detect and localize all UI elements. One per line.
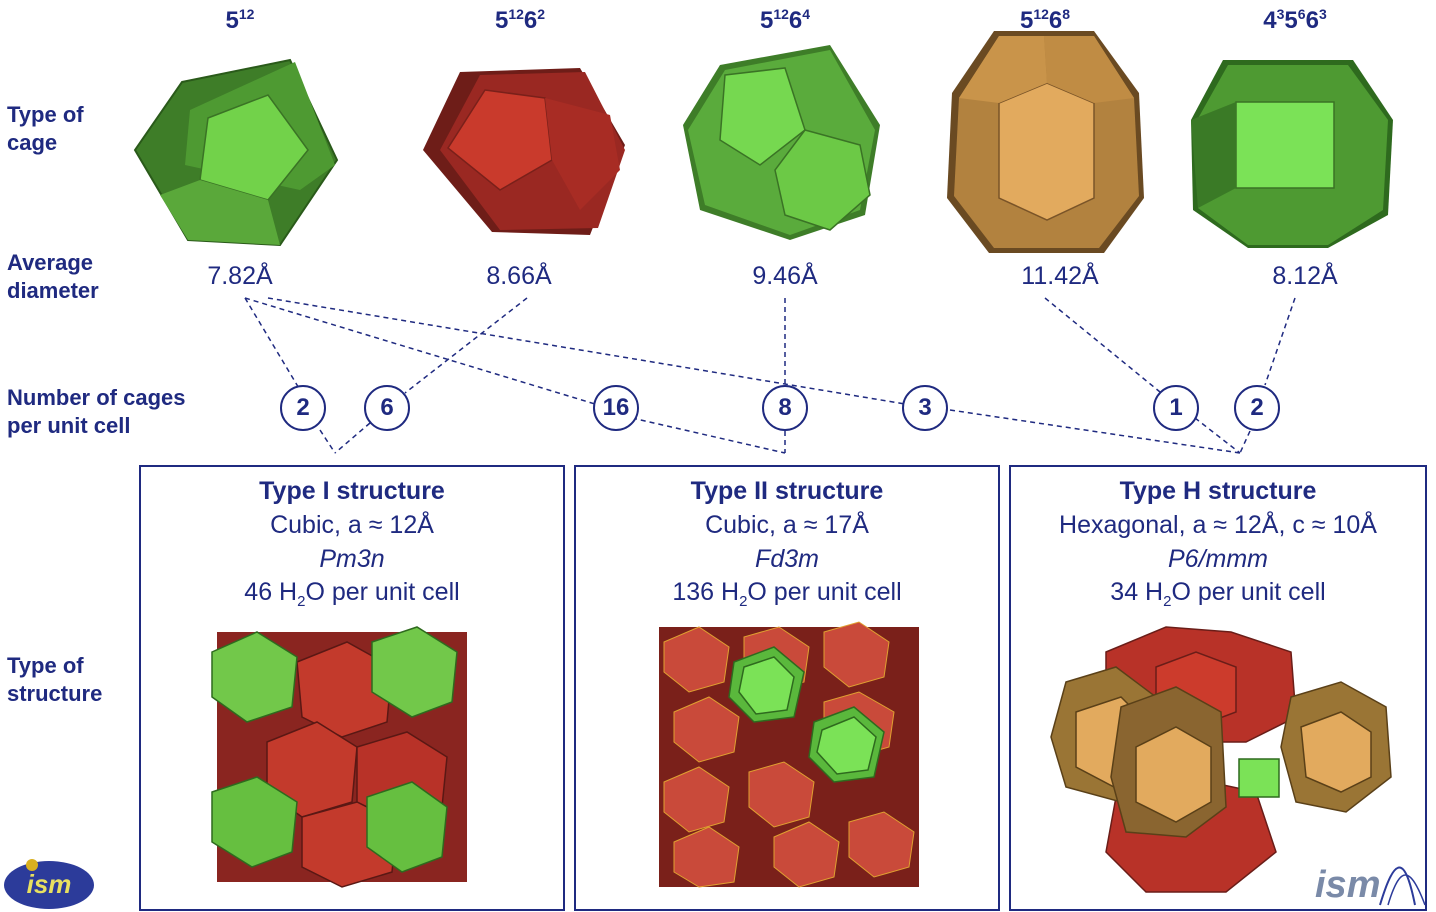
type1-structure-image xyxy=(211,626,467,888)
structure-space-group: P6/mmm xyxy=(1168,545,1268,573)
cage-512-polyhedron xyxy=(133,58,339,247)
diameter-512: 7.82Å xyxy=(207,262,273,290)
svg-text:ism: ism xyxy=(1315,864,1380,906)
cage-51264-polyhedron xyxy=(683,45,880,240)
typeH-structure-image xyxy=(1050,626,1392,893)
label-type-of-cage: Type of cage xyxy=(7,102,84,155)
label-cages-per-cell: Number of cages per unit cell xyxy=(7,385,186,438)
structure-space-group: Fd3m xyxy=(755,545,819,573)
count-circle-type2-512: 16 xyxy=(593,385,639,431)
structure-lattice: Cubic, a ≈ 17Å xyxy=(705,511,869,539)
cage-51268-polyhedron xyxy=(947,31,1144,253)
structure-lattice: Cubic, a ≈ 12Å xyxy=(270,511,434,539)
structure-title: Type H structure xyxy=(1119,477,1317,505)
label-average-diameter: Average diameter xyxy=(7,250,99,303)
count-circle-type1-51262: 6 xyxy=(364,385,410,431)
cage-name-51264: 51264 xyxy=(759,6,811,34)
ism-logo-right: ism xyxy=(1315,864,1426,906)
diameter-435663: 8.12Å xyxy=(1272,262,1338,290)
ism-logo-left: ism xyxy=(4,859,94,909)
structure-box-typeH: Type H structure Hexagonal, a ≈ 12Å, c ≈… xyxy=(1009,465,1427,911)
count-circle-type2-51264: 8 xyxy=(762,385,808,431)
structure-water: 46 H2O per unit cell xyxy=(244,578,460,610)
cage-name-51268: 51268 xyxy=(1019,6,1071,34)
count-circle-typeH-512: 3 xyxy=(902,385,948,431)
cage-name-51262: 51262 xyxy=(494,6,546,34)
structure-space-group: Pm3n xyxy=(319,545,385,573)
diameter-51262: 8.66Å xyxy=(486,262,552,290)
label-type-of-structure: Type of structure xyxy=(7,653,103,706)
cage-name-512: 512 xyxy=(225,6,255,34)
cage-51262-polyhedron xyxy=(423,68,625,235)
structure-lattice: Hexagonal, a ≈ 12Å, c ≈ 10Å xyxy=(1059,511,1377,539)
cage-435663-polyhedron xyxy=(1191,60,1393,248)
structure-box-type2: Type II structure Cubic, a ≈ 17Å Fd3m 13… xyxy=(574,465,1000,911)
structure-water: 34 H2O per unit cell xyxy=(1110,578,1326,610)
cage-name-435663: 435663 xyxy=(1263,6,1327,34)
structure-box-type1: Type I structure Cubic, a ≈ 12Å Pm3n 46 … xyxy=(139,465,565,911)
diameter-51264: 9.46Å xyxy=(752,262,818,290)
structure-title: Type I structure xyxy=(259,477,445,505)
structure-water: 136 H2O per unit cell xyxy=(672,578,902,610)
diameter-51268: 11.42Å xyxy=(1021,262,1099,290)
count-circle-typeH-51268: 1 xyxy=(1153,385,1199,431)
count-circle-typeH-435663: 2 xyxy=(1234,385,1280,431)
type2-structure-image xyxy=(659,621,919,888)
count-circle-type1-512: 2 xyxy=(280,385,326,431)
svg-text:ism: ism xyxy=(27,869,72,899)
structure-title: Type II structure xyxy=(690,477,884,505)
